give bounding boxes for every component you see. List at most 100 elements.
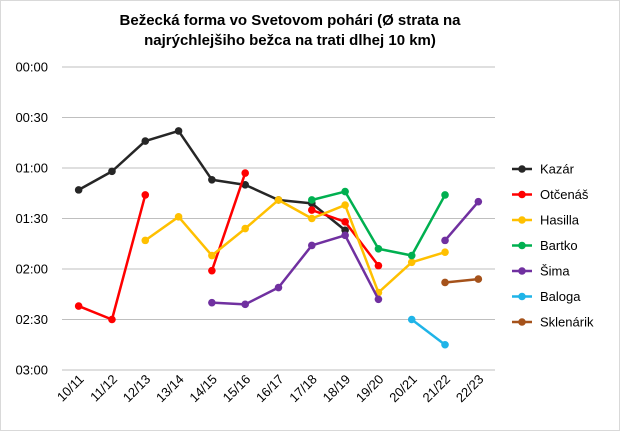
data-point — [374, 261, 383, 270]
data-point — [474, 197, 483, 206]
x-tick-label: 22/23 — [453, 372, 487, 406]
series-line — [78, 194, 147, 321]
data-point — [374, 295, 383, 304]
data-point — [441, 248, 449, 256]
legend-label: Sklenárik — [540, 315, 594, 330]
data-point — [441, 236, 449, 245]
series-Otčenáš — [74, 169, 383, 324]
legend: Kazár Otčenáš Hasilla Bartko Šima Baloga Sklen… — [512, 162, 594, 330]
data-point — [308, 206, 316, 214]
gridlines — [62, 66, 495, 371]
legend-label: Kazár — [540, 162, 575, 177]
data-point — [141, 191, 150, 199]
x-tick-label: 18/19 — [320, 372, 354, 406]
y-tick-label: 01:00 — [15, 161, 48, 176]
data-point — [208, 266, 216, 275]
data-point — [174, 127, 183, 135]
legend-item: Kazár — [512, 162, 575, 177]
series-Hasilla — [141, 196, 449, 297]
data-point — [74, 302, 83, 310]
data-point — [308, 214, 316, 223]
data-point — [141, 236, 150, 245]
data-point — [208, 298, 216, 307]
data-point — [274, 283, 283, 292]
legend-swatch-marker — [518, 267, 526, 275]
data-point — [241, 181, 249, 189]
data-point — [341, 201, 349, 209]
legend-label: Otčenáš — [540, 187, 589, 202]
y-tick-label: 02:30 — [15, 312, 48, 327]
legend-swatch-marker — [518, 190, 526, 199]
data-point — [241, 169, 249, 177]
series-Sklenárik — [441, 275, 483, 287]
data-point — [241, 300, 249, 309]
series-line — [444, 277, 479, 284]
legend-item: Sklenárik — [512, 315, 594, 330]
legend-swatch-marker — [518, 216, 526, 224]
legend-label: Baloga — [540, 289, 581, 304]
legend-swatch-marker — [518, 241, 526, 250]
data-point — [108, 315, 116, 324]
chart-title-line-1: Bežecká forma vo Svetovom pohári (Ø stra… — [120, 12, 462, 29]
data-point — [141, 137, 150, 145]
x-tick-label: 14/15 — [186, 372, 220, 406]
data-point — [441, 191, 449, 199]
data-point — [208, 251, 216, 260]
legend-label: Šima — [540, 264, 570, 279]
data-point — [308, 196, 316, 204]
data-point — [341, 187, 349, 196]
series-Bartko — [308, 187, 449, 260]
data-point — [407, 258, 416, 267]
x-tick-label: 11/12 — [87, 372, 120, 405]
x-axis-ticks: 10/11 11/12 12/13 13/14 14/15 15/16 16/17 17/18… — [54, 372, 487, 406]
data-point — [241, 224, 249, 233]
y-tick-label: 02:00 — [15, 262, 48, 277]
legend-swatch-marker — [518, 292, 526, 301]
x-tick-label: 17/18 — [286, 372, 320, 406]
legend-swatch-marker — [518, 165, 526, 173]
legend-item: Hasilla — [512, 213, 580, 228]
data-point — [407, 251, 416, 260]
x-tick-label: 19/20 — [353, 372, 387, 406]
legend-item: Baloga — [512, 289, 581, 304]
legend-label: Bartko — [540, 238, 578, 253]
data-point — [341, 218, 349, 226]
legend-item: Otčenáš — [512, 187, 589, 202]
series-lines — [74, 127, 483, 349]
data-point — [374, 245, 383, 253]
data-point — [441, 278, 449, 287]
y-tick-label: 03:00 — [15, 363, 48, 378]
data-point — [74, 186, 83, 194]
legend-label: Hasilla — [540, 213, 580, 228]
x-tick-label: 16/17 — [253, 372, 287, 406]
data-point — [407, 315, 416, 324]
x-tick-label: 15/16 — [220, 372, 254, 406]
x-tick-label: 20/21 — [386, 372, 420, 406]
y-axis-ticks: 00:00 00:30 01:00 01:30 02:00 02:30 03:00 — [15, 60, 48, 378]
x-tick-label: 12/13 — [120, 372, 154, 406]
data-point — [274, 196, 283, 204]
series-Šima — [208, 197, 483, 309]
series-line — [444, 200, 480, 242]
data-point — [308, 241, 316, 250]
y-tick-label: 01:30 — [15, 211, 48, 226]
series-Baloga — [407, 315, 449, 349]
data-point — [108, 167, 116, 176]
y-tick-label: 00:00 — [15, 60, 48, 75]
legend-item: Šima — [512, 264, 570, 279]
data-point — [341, 231, 349, 240]
chart-title-line-2: najrýchlejšiho bežca na trati dlhej 10 k… — [144, 32, 436, 49]
legend-swatch-marker — [518, 318, 526, 326]
x-tick-label: 10/11 — [54, 372, 87, 405]
data-point — [474, 275, 483, 283]
series-line — [410, 318, 446, 346]
y-tick-label: 00:30 — [15, 110, 48, 125]
x-tick-label: 13/14 — [153, 372, 187, 406]
x-tick-label: 21/22 — [420, 372, 454, 406]
series-line — [210, 172, 247, 272]
series-line — [211, 234, 380, 306]
series-line — [144, 198, 446, 294]
legend-item: Bartko — [512, 238, 578, 253]
data-point — [174, 213, 183, 221]
